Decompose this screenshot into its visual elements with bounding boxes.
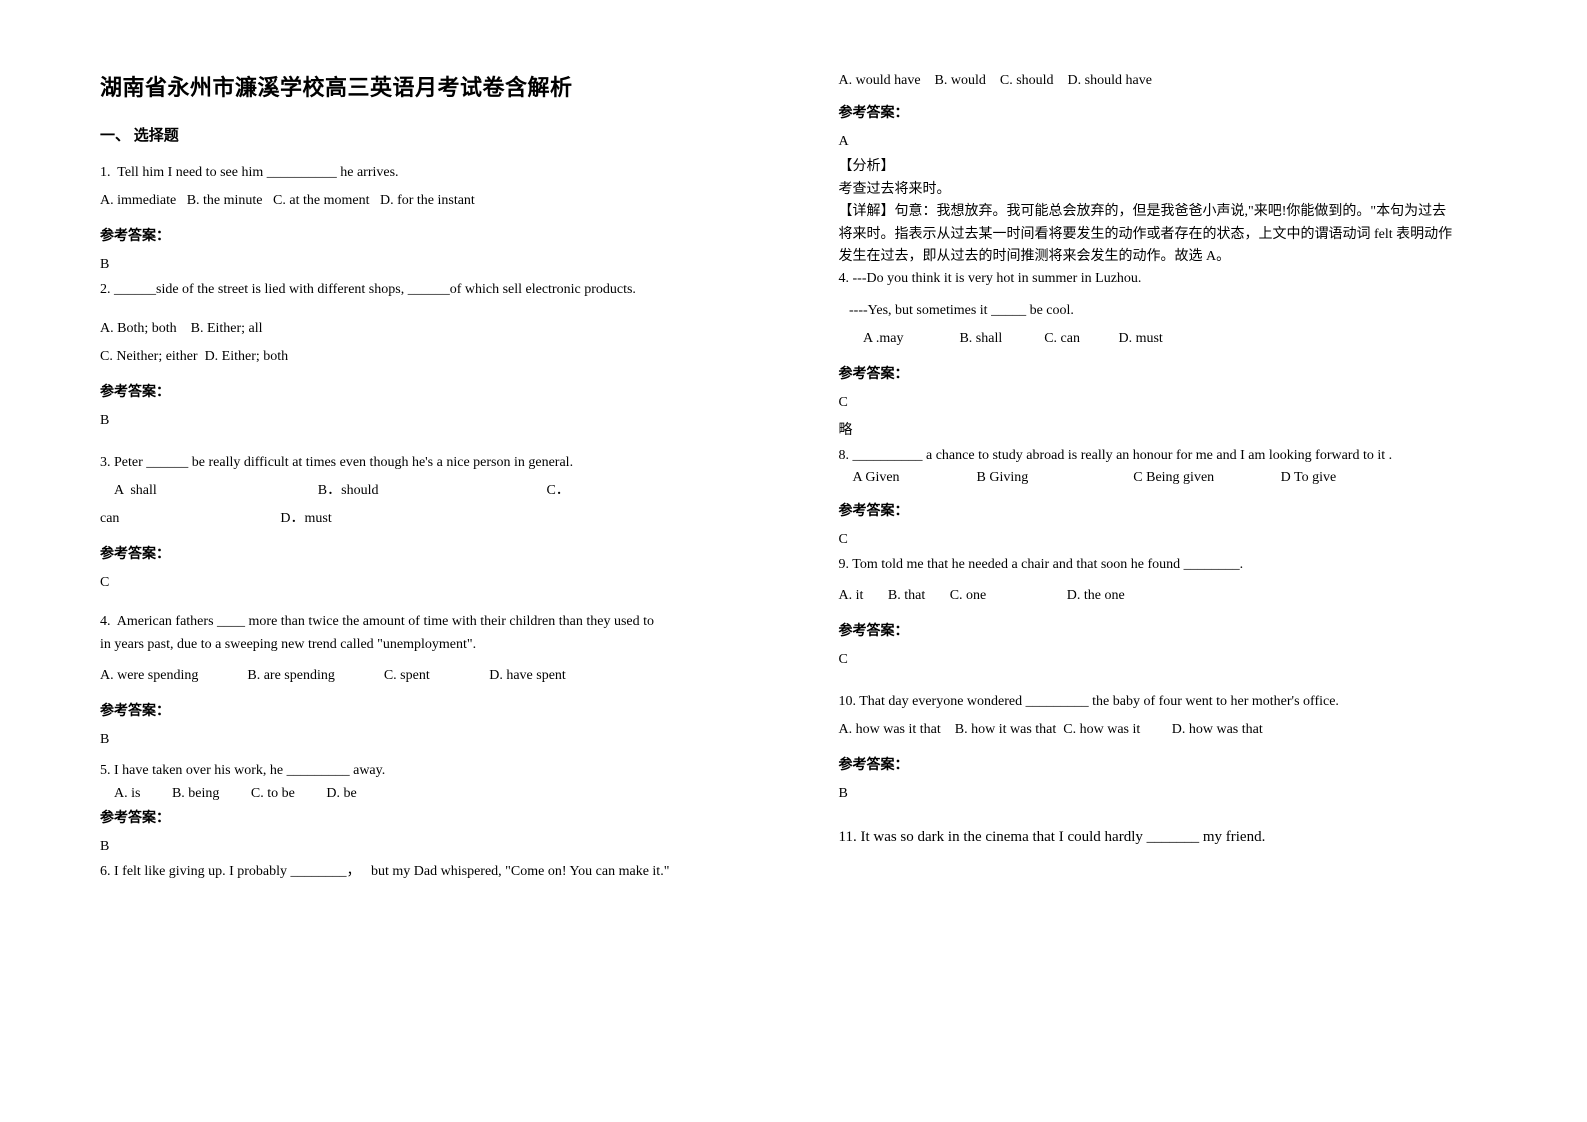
q3-answer: C xyxy=(100,569,759,597)
right-column: A. would have B. would C. should D. shou… xyxy=(839,70,1498,1082)
q5-options: A. is B. being C. to be D. be xyxy=(100,783,759,805)
q6-detail-1: 【详解】句意：我想放弃。我可能总会放弃的，但是我爸爸小声说,"来吧!你能做到的。… xyxy=(839,201,1498,223)
q6-options: A. would have B. would C. should D. shou… xyxy=(839,70,1498,92)
q2-options-b: C. Neither; either D. Either; both xyxy=(100,343,759,371)
q4-answer-label: 参考答案： xyxy=(100,700,759,720)
q6-detail-3: 发生在过去，即从过去的时间推测将来会发生的动作。故选 A。 xyxy=(839,246,1498,268)
q1-stem: 1. Tell him I need to see him __________… xyxy=(100,159,759,187)
q8-options: A Given B Giving C Being given D To give xyxy=(839,467,1498,489)
q6-detail-text-1: 句意：我想放弃。我可能总会放弃的，但是我爸爸小声说,"来吧!你能做到的。"本句为… xyxy=(895,204,1447,219)
q1-answer-label: 参考答案： xyxy=(100,225,759,245)
q6-stem: 6. I felt like giving up. I probably ___… xyxy=(100,861,759,883)
q2-stem: 2. ______side of the street is lied with… xyxy=(100,279,759,301)
q9-answer-label: 参考答案： xyxy=(839,620,1498,640)
q8-answer-label: 参考答案： xyxy=(839,500,1498,520)
q10-options: A. how was it that B. how it was that C.… xyxy=(839,716,1498,744)
detail-label: 【详解】 xyxy=(839,204,895,219)
q3-stem: 3. Peter ______ be really difficult at t… xyxy=(100,449,759,477)
q4-stem-1: 4. American fathers ____ more than twice… xyxy=(100,611,759,633)
document-title: 湖南省永州市濂溪学校高三英语月考试卷含解析 xyxy=(100,70,759,102)
q10-stem: 10. That day everyone wondered _________… xyxy=(839,688,1498,716)
q7-answer: C xyxy=(839,389,1498,417)
q5-answer-label: 参考答案： xyxy=(100,807,759,827)
page-root: 湖南省永州市濂溪学校高三英语月考试卷含解析 一、 选择题 1. Tell him… xyxy=(0,0,1587,1122)
q4-options: A. were spending B. are spending C. spen… xyxy=(100,662,759,690)
q1-answer: B xyxy=(100,251,759,279)
q7-stem-2: ----Yes, but sometimes it _____ be cool. xyxy=(839,297,1498,325)
q8-stem: 8. __________ a chance to study abroad i… xyxy=(839,445,1498,467)
q6-answer: A xyxy=(839,128,1498,156)
q6-detail-2: 将来时。指表示从过去某一时间看将要发生的动作或者存在的状态，上文中的谓语动词 f… xyxy=(839,224,1498,246)
q5-stem: 5. I have taken over his work, he ______… xyxy=(100,760,759,782)
q6-analysis: 考查过去将来时。 xyxy=(839,179,1498,201)
section-1-heading: 一、 选择题 xyxy=(100,124,759,145)
q6-analysis-label: 【分析】 xyxy=(839,156,1498,178)
q3-answer-label: 参考答案： xyxy=(100,543,759,563)
q10-answer: B xyxy=(839,780,1498,808)
q1-options: A. immediate B. the minute C. at the mom… xyxy=(100,187,759,215)
q2-options-a: A. Both; both B. Either; all xyxy=(100,315,759,343)
q11-stem: 11. It was so dark in the cinema that I … xyxy=(839,822,1498,852)
q8-answer: C xyxy=(839,526,1498,554)
q3-options-a: A shall B．should C． xyxy=(100,477,759,505)
q7-skip: 略 xyxy=(839,417,1498,445)
left-column: 湖南省永州市濂溪学校高三英语月考试卷含解析 一、 选择题 1. Tell him… xyxy=(100,70,759,1082)
q9-options: A. it B. that C. one D. the one xyxy=(839,582,1498,610)
q5-answer: B xyxy=(100,833,759,861)
q7-options: A .may B. shall C. can D. must xyxy=(839,325,1498,353)
q7-stem: 4. ---Do you think it is very hot in sum… xyxy=(839,268,1498,290)
q2-answer-label: 参考答案： xyxy=(100,381,759,401)
q9-stem: 9. Tom told me that he needed a chair an… xyxy=(839,554,1498,576)
q3-options-b: can D．must xyxy=(100,505,759,533)
q7-answer-label: 参考答案： xyxy=(839,363,1498,383)
q4-stem-2: in years past, due to a sweeping new tre… xyxy=(100,634,759,656)
q10-answer-label: 参考答案： xyxy=(839,754,1498,774)
q4-answer: B xyxy=(100,726,759,754)
q6-answer-label: 参考答案： xyxy=(839,102,1498,122)
q2-answer: B xyxy=(100,407,759,435)
q9-answer: C xyxy=(839,646,1498,674)
